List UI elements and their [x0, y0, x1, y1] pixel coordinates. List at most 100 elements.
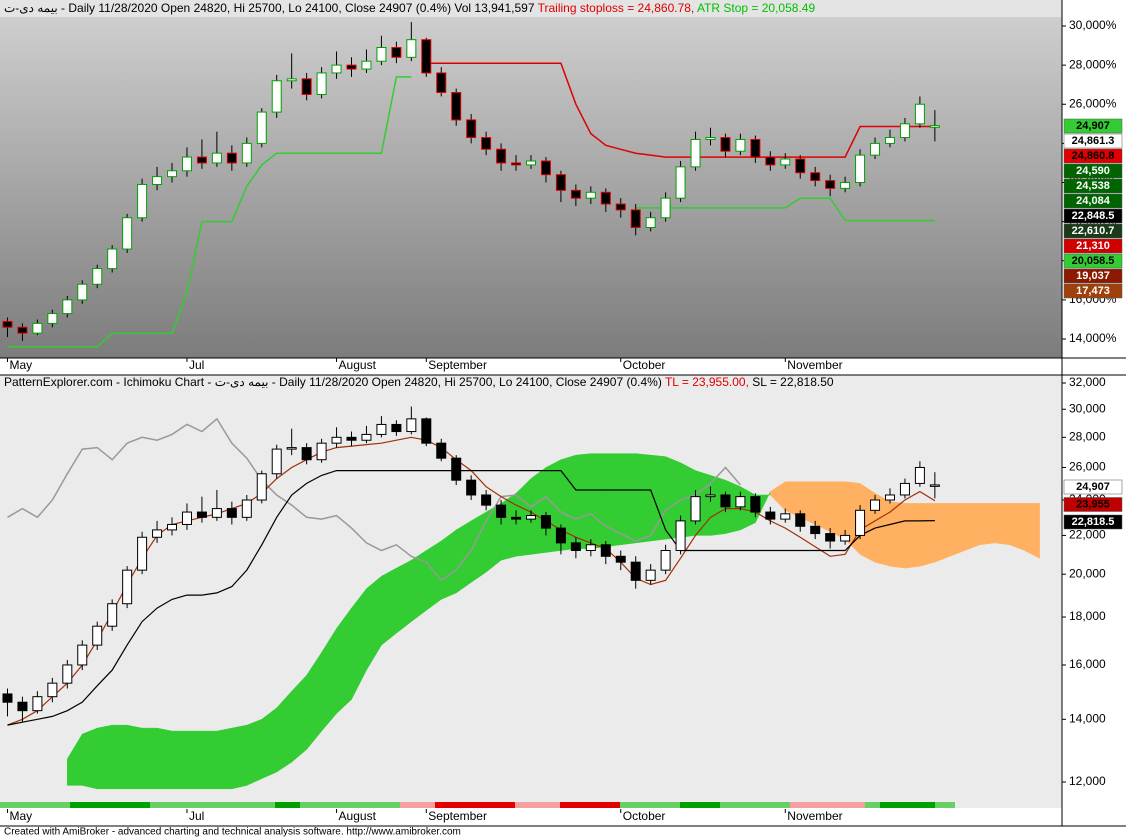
cloud-segment [96, 724, 113, 790]
candle-body [2, 320, 13, 328]
candle-body [211, 152, 222, 164]
y-tick-label: 16,000 [1069, 657, 1106, 671]
candle-body [376, 47, 387, 62]
cloud-segment [829, 481, 846, 540]
candle-body [481, 137, 492, 150]
cloud-segment [261, 707, 277, 780]
candle-body [481, 494, 492, 506]
bottom-title: PatternExplorer.com - Ichimoku Chart - ب… [4, 375, 834, 389]
candle-body [705, 137, 716, 140]
cloud-segment [201, 730, 218, 790]
candle-body [196, 156, 207, 164]
cloud-segment [650, 454, 666, 542]
candle-body [795, 513, 806, 527]
price-label-box [1063, 118, 1123, 134]
footer: Created with AmiBroker - advanced charti… [4, 827, 461, 838]
candle-body [570, 542, 581, 551]
candle-body [914, 103, 925, 125]
candle-body [870, 499, 881, 511]
price-label: 22,848.5 [1072, 210, 1115, 222]
candle-body [17, 701, 28, 712]
price-label: 22,818.5 [1072, 516, 1115, 528]
price-label-box [1063, 268, 1123, 284]
candle-body [256, 473, 267, 501]
cloud-segment [964, 503, 980, 551]
price-label: 24,860.8 [1072, 150, 1115, 162]
candle-body [421, 418, 432, 444]
cloud-segment [934, 503, 951, 563]
candle-body [2, 693, 13, 703]
candle-body [17, 326, 28, 334]
top-title-bar [0, 0, 1062, 17]
candle-body [929, 125, 940, 128]
candle-body [271, 448, 282, 475]
candle-body [570, 189, 581, 199]
y-tick-label: 28,000% [1069, 57, 1117, 71]
y-tick-label: 18,000 [1069, 609, 1106, 623]
candle-body [62, 299, 73, 315]
x-tick-label: Jul [189, 809, 204, 823]
candle-body [256, 111, 267, 144]
price-label-box [1063, 178, 1123, 194]
candle-body [167, 170, 178, 178]
candle-body [92, 268, 103, 285]
candle-body [810, 525, 821, 535]
y-tick-label: 28,000 [1069, 429, 1106, 443]
top-title: بیمه دی-ت - Daily 11/28/2020 Open 24820,… [4, 1, 815, 15]
price-label: 17,473 [1076, 285, 1110, 297]
indicator-line [426, 62, 935, 158]
candle-body [376, 423, 387, 435]
candle-body [660, 197, 671, 219]
candle-body [361, 60, 372, 70]
y-tick-label: 32,000 [1069, 375, 1106, 389]
candle-body [511, 162, 522, 166]
candle-body [391, 47, 402, 58]
price-label: 24,861.3 [1072, 135, 1115, 147]
candle-body [331, 436, 342, 444]
y-tick-label: 26,000 [1069, 460, 1106, 474]
price-label-box [1063, 223, 1123, 239]
candle-body [47, 682, 58, 698]
candle-body [301, 447, 312, 461]
cloud-segment [814, 481, 831, 533]
price-label: 22,610.7 [1072, 225, 1115, 237]
bottom-chart [2, 406, 1040, 790]
x-tick-label: November [787, 358, 842, 372]
price-label-box [1063, 479, 1123, 495]
price-label-box [1063, 514, 1123, 530]
cloud-segment [82, 727, 98, 790]
candle-body [780, 513, 791, 520]
candle-body [600, 191, 611, 205]
candle-body [929, 484, 940, 487]
candle-body [810, 172, 821, 182]
candle-body [361, 433, 372, 441]
candle-body [122, 217, 133, 250]
candle-body [421, 39, 432, 74]
cloud-segment [1024, 503, 1040, 559]
candle-body [466, 119, 477, 139]
candle-body [555, 174, 566, 191]
candle-body [630, 561, 641, 581]
price-label: 19,037 [1076, 270, 1110, 282]
candle-body [137, 183, 148, 219]
title-atr: ATR Stop = 20,058.49 [697, 1, 816, 15]
cloud-segment [919, 503, 936, 567]
state-strip [0, 802, 955, 808]
candle-body [107, 603, 118, 627]
top-plot-bg [0, 0, 1062, 358]
candle-body [645, 569, 656, 581]
price-label-box [1063, 193, 1123, 209]
candle-body [870, 142, 881, 156]
price-label-box [1063, 148, 1123, 164]
candle-body [496, 148, 507, 164]
candle-body [705, 494, 716, 498]
candle-body [241, 142, 252, 164]
x-tick-label: May [9, 358, 32, 372]
candle-body [137, 536, 148, 571]
price-label-box [1063, 253, 1123, 269]
cloud-segment [216, 727, 233, 790]
cloud-segment [590, 453, 607, 549]
top-chart [2, 22, 940, 348]
candle-body [690, 138, 701, 168]
candle-body [301, 78, 312, 95]
